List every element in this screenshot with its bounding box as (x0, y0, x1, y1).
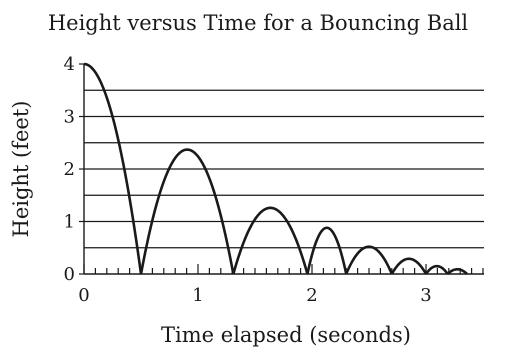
chart-title: Height versus Time for a Bouncing Ball (48, 11, 469, 35)
bounce-arc (424, 264, 449, 275)
x-tick-label: 3 (420, 285, 431, 306)
bounce-arc (390, 257, 428, 275)
y-tick-label: 0 (64, 264, 75, 285)
x-tick-label: 0 (78, 285, 89, 306)
bounce-arc (446, 267, 468, 275)
bounce-arc (232, 206, 309, 275)
bounce-arc (139, 148, 235, 275)
bounce-arc (306, 226, 348, 275)
tick-labels: 0 1 2 3 0 1 2 3 4 (64, 54, 432, 306)
y-tick-label: 1 (64, 212, 75, 233)
y-tick-label: 3 (64, 107, 75, 128)
y-tick-label: 2 (64, 159, 75, 180)
y-axis-label: Height (feet) (9, 101, 33, 238)
bounce-curve (83, 62, 468, 275)
gridlines (84, 89, 484, 249)
bounce-arc (345, 245, 393, 275)
bounce-arc (83, 62, 143, 275)
x-tick-label: 2 (306, 285, 317, 306)
x-axis-label: Time elapsed (seconds) (161, 323, 411, 347)
y-tick-label: 4 (64, 54, 75, 75)
x-tick-label: 1 (192, 285, 203, 306)
